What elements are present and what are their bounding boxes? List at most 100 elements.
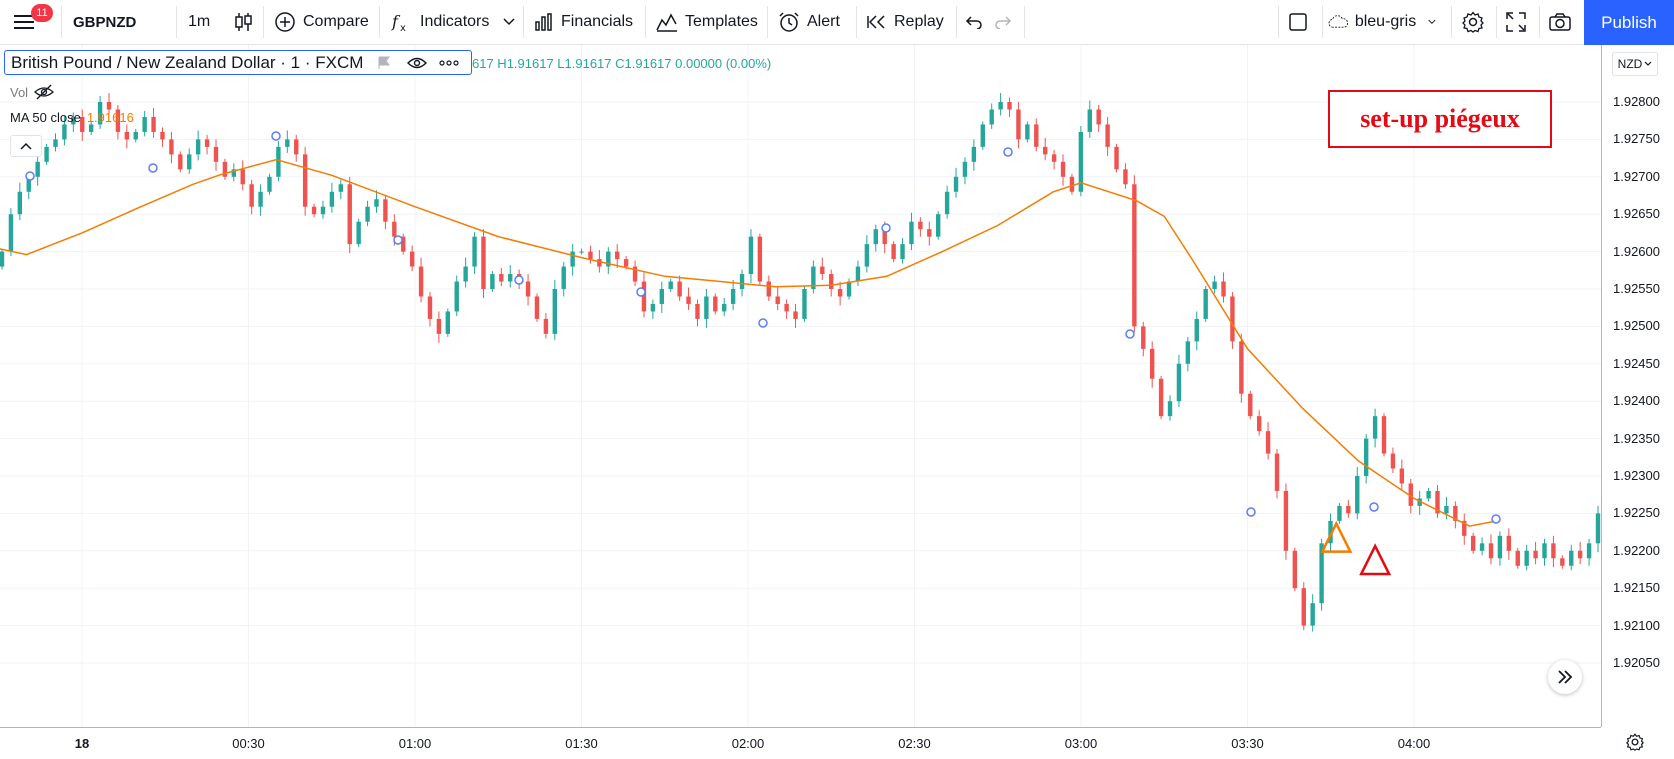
chart-settings-corner[interactable] bbox=[1626, 733, 1644, 756]
candle-body bbox=[88, 124, 94, 132]
symbol-legend[interactable]: British Pound / New Zealand Dollar · 1 ·… bbox=[4, 50, 472, 75]
candle-body bbox=[1426, 490, 1431, 499]
currency-button[interactable]: NZD bbox=[1612, 52, 1658, 76]
candle bbox=[793, 303, 798, 328]
candle-body bbox=[882, 229, 887, 245]
alert-button[interactable]: Alert bbox=[778, 0, 848, 44]
candle bbox=[552, 280, 558, 340]
candle-body bbox=[962, 161, 968, 177]
candle-body bbox=[1524, 550, 1529, 566]
menu-button[interactable] bbox=[14, 0, 54, 44]
toolbar-divider bbox=[523, 6, 524, 38]
indicators-dropdown[interactable] bbox=[503, 0, 521, 44]
fullscreen-button[interactable] bbox=[1506, 0, 1530, 44]
undo-button[interactable] bbox=[964, 0, 984, 44]
candle bbox=[1381, 413, 1387, 457]
candle bbox=[1034, 118, 1039, 152]
price-chart[interactable] bbox=[0, 45, 1601, 727]
candle bbox=[53, 133, 58, 152]
indicators-label: Indicators bbox=[420, 13, 490, 30]
candle bbox=[178, 151, 183, 173]
candle bbox=[1141, 321, 1146, 357]
publish-button[interactable]: Publish bbox=[1584, 0, 1674, 45]
interval-button[interactable]: 1m bbox=[188, 13, 211, 30]
square-icon bbox=[1289, 13, 1307, 31]
candle-body bbox=[62, 124, 67, 140]
candle-body bbox=[1176, 363, 1182, 402]
time-label: 01:30 bbox=[565, 736, 598, 751]
candle bbox=[311, 203, 317, 218]
candle-body bbox=[525, 281, 531, 297]
event-marker bbox=[1491, 514, 1501, 524]
candle bbox=[1060, 154, 1066, 186]
candle bbox=[472, 232, 477, 275]
chevron-down-icon bbox=[1644, 61, 1652, 66]
candle bbox=[1444, 496, 1449, 520]
candle-body bbox=[1390, 453, 1396, 469]
candle bbox=[1051, 149, 1057, 170]
candle bbox=[891, 241, 896, 263]
candle-body bbox=[659, 289, 664, 304]
time-axis[interactable]: 18 00:30 01:00 01:30 02:00 02:30 03:00 03:30 04:… bbox=[0, 727, 1601, 759]
candle bbox=[1274, 449, 1280, 499]
price-axis[interactable]: 1.92800 1.92750 1.92700 1.92650 1.92600 1.925… bbox=[1601, 45, 1674, 727]
candle bbox=[1301, 582, 1306, 631]
candle bbox=[62, 115, 67, 146]
chevron-down-icon bbox=[503, 18, 515, 26]
candle bbox=[169, 131, 174, 164]
replay-button[interactable]: Replay bbox=[867, 0, 951, 44]
templates-button[interactable]: Templates bbox=[656, 0, 760, 44]
scroll-to-realtime-button[interactable] bbox=[1548, 660, 1582, 694]
candle-body bbox=[1078, 131, 1084, 192]
candle-body bbox=[686, 296, 691, 304]
candle bbox=[1417, 490, 1422, 515]
symbol-search-button[interactable]: GBPNZD bbox=[73, 13, 137, 31]
collapse-legend-button[interactable] bbox=[10, 135, 42, 157]
candle bbox=[1069, 173, 1075, 195]
event-marker bbox=[1003, 147, 1013, 157]
candle bbox=[802, 286, 807, 322]
gear-icon bbox=[1626, 733, 1644, 751]
candle-body bbox=[606, 251, 611, 267]
chart-type-button[interactable] bbox=[232, 0, 256, 44]
candle bbox=[231, 163, 237, 182]
candle-body bbox=[900, 244, 905, 260]
candle bbox=[659, 281, 664, 313]
candle-body bbox=[1185, 341, 1191, 364]
financials-button[interactable]: Financials bbox=[534, 0, 638, 44]
candle-body bbox=[909, 221, 914, 245]
candle-body bbox=[704, 296, 709, 319]
snapshot-button[interactable] bbox=[1549, 0, 1573, 44]
currency-label: NZD bbox=[1617, 57, 1643, 71]
settings-button[interactable] bbox=[1462, 0, 1486, 44]
candle bbox=[650, 299, 656, 319]
redo-button[interactable] bbox=[995, 0, 1015, 44]
layout-name-button[interactable]: bleu-gris bbox=[1328, 0, 1436, 44]
candle bbox=[1230, 291, 1235, 349]
candle-body bbox=[1132, 184, 1137, 327]
financials-label: Financials bbox=[561, 13, 634, 30]
candle bbox=[864, 235, 870, 273]
candle bbox=[0, 248, 5, 270]
toolbar-divider bbox=[1024, 6, 1025, 38]
candle-body bbox=[338, 184, 344, 192]
eye-icon[interactable] bbox=[407, 56, 428, 70]
ma-line bbox=[0, 158, 1498, 527]
candle-body bbox=[543, 318, 549, 334]
candle bbox=[998, 93, 1003, 116]
eye-hidden-icon[interactable] bbox=[34, 84, 55, 100]
layout-select-button[interactable] bbox=[1288, 0, 1312, 44]
setup-annotation[interactable]: set-up piégeux bbox=[1328, 90, 1552, 148]
candle bbox=[677, 275, 682, 301]
candle-body bbox=[1569, 550, 1574, 566]
candle bbox=[1569, 544, 1574, 571]
candle bbox=[1292, 547, 1298, 592]
candle-body bbox=[418, 266, 424, 297]
compare-button[interactable]: Compare bbox=[274, 0, 378, 44]
more-icon[interactable] bbox=[439, 59, 460, 66]
candle-body bbox=[169, 139, 174, 155]
candle-body bbox=[17, 191, 23, 215]
candle-body bbox=[1408, 483, 1413, 506]
replay-label: Replay bbox=[894, 13, 944, 30]
